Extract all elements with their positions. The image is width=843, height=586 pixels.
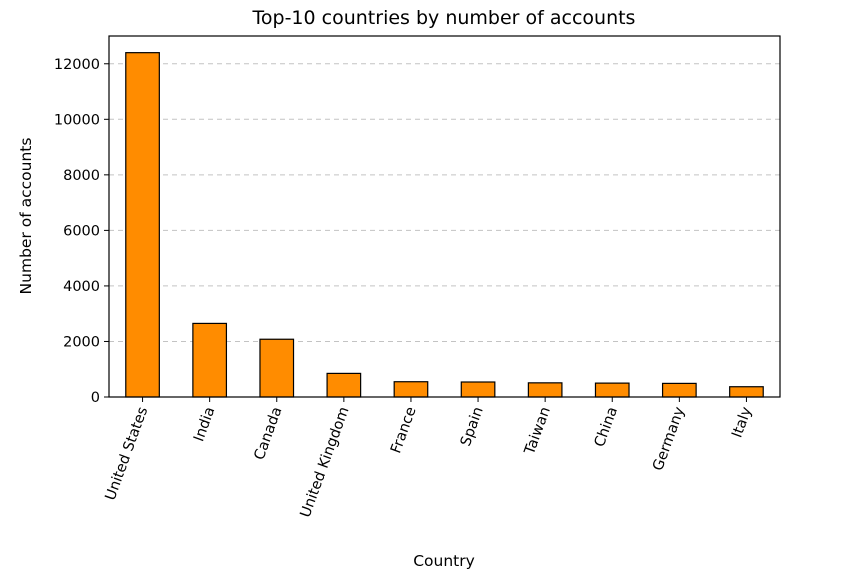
x-tick-label: Taiwan: [522, 405, 554, 458]
bar-italy: [729, 386, 764, 398]
y-tick-label: 12000: [54, 57, 100, 73]
y-tick-label: 2000: [63, 334, 100, 350]
gridlines: [109, 63, 780, 342]
bars: [125, 52, 764, 398]
y-tick-label: 10000: [54, 112, 100, 128]
x-tick-label: Canada: [252, 405, 286, 462]
x-tick-label: Germany: [650, 405, 688, 473]
y-tick-label: 6000: [63, 223, 100, 239]
y-tick-label: 4000: [63, 279, 100, 295]
bar-china: [594, 382, 630, 398]
bar-canada: [259, 338, 295, 398]
bar-india: [192, 322, 228, 398]
plot-frame: [108, 35, 781, 398]
x-tick-label: United Kingdom: [298, 405, 353, 520]
x-tick-label: United States: [103, 405, 152, 503]
y-tick-label: 0: [91, 390, 100, 406]
bar-united-kingdom: [326, 372, 362, 398]
x-tick-label: China: [592, 405, 621, 449]
x-axis-label: Country: [413, 552, 475, 570]
x-tick-label: Spain: [458, 405, 487, 449]
y-axis-label: Number of accounts: [17, 138, 35, 295]
bar-spain: [460, 381, 496, 398]
x-tick-label: Italy: [729, 405, 755, 440]
y-axis-ticks: 0 2000 4000 6000 8000 10000 12000: [54, 57, 109, 406]
x-axis-ticks: United States India Canada United Kingdom Fr…: [103, 397, 755, 520]
chart-title: Top-10 countries by number of accounts: [252, 7, 636, 29]
bar-germany: [661, 382, 697, 398]
bar-taiwan: [527, 382, 563, 398]
y-tick-label: 8000: [63, 168, 100, 184]
bar-france: [393, 381, 429, 398]
x-tick-label: France: [388, 405, 420, 456]
x-tick-label: India: [191, 405, 218, 444]
bar-united-states: [125, 52, 160, 398]
